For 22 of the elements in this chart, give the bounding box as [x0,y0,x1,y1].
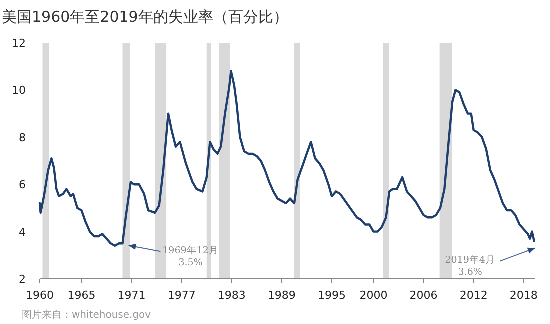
x-tick-label: 1971 [118,289,146,302]
y-tick-label: 8 [19,131,26,144]
x-tick-label: 2000 [360,289,388,302]
x-tick-label: 2006 [410,289,438,302]
x-tick-label: 2012 [460,289,488,302]
y-tick-label: 4 [19,226,26,239]
x-tick-label: 1960 [26,289,54,302]
annotation: 2019年4月 3.6% [445,255,496,278]
x-tick-label: 1977 [168,289,196,302]
y-tick-label: 10 [12,84,26,98]
x-tick-label: 1995 [318,289,346,302]
chart-title: 美国1960年至2019年的失业率（百分比） [2,8,288,26]
y-tick-label: 6 [19,178,26,192]
annotation: 1969年12月 3.5% [162,246,219,269]
x-tick-label: 1989 [268,289,296,302]
y-tick-label: 2 [19,273,26,286]
x-tick-label: 1983 [218,289,246,302]
line-series [38,70,536,248]
y-tick-label: 12 [12,37,26,50]
text: 图片来自：whitehouse.gov [22,309,152,321]
x-tick-label: 2018 [510,289,538,302]
x-tick-label: 1965 [68,289,96,302]
